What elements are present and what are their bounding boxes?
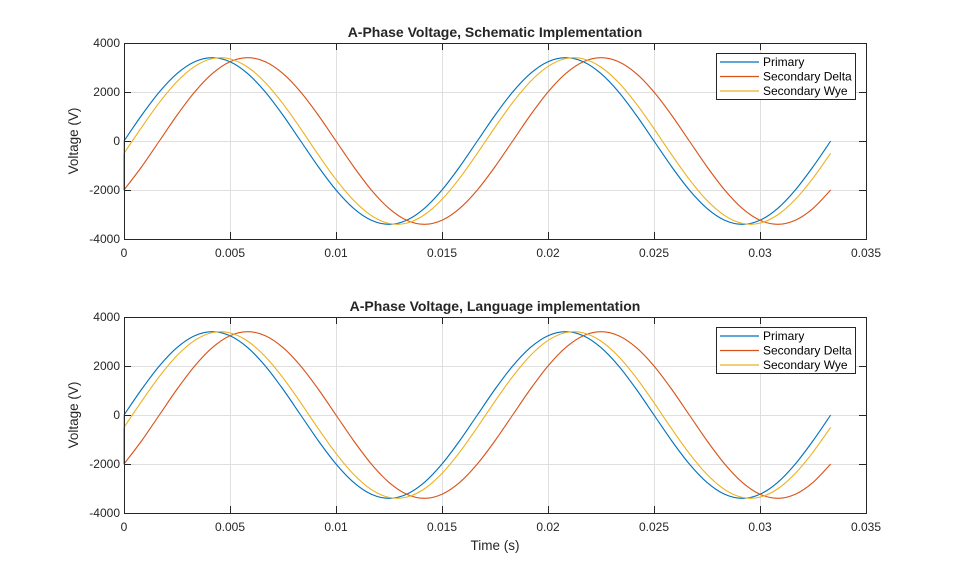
y-tick-label: -4000 (89, 232, 120, 246)
legend-label: Secondary Delta (763, 344, 852, 358)
y-tick-label: -2000 (89, 457, 120, 471)
x-tick-label: 0.015 (427, 520, 457, 534)
series-line-secondary-delta (123, 57, 832, 225)
chart-title: A-Phase Voltage, Language implementation (350, 298, 641, 314)
x-axis-label: Time (s) (471, 538, 520, 553)
legend-item[interactable]: Secondary Delta (720, 70, 852, 84)
series-line-secondary-wye (123, 331, 832, 499)
x-tick-label: 0.03 (748, 246, 772, 260)
legend-item[interactable]: Secondary Wye (720, 84, 848, 98)
x-tick-label: 0.035 (851, 520, 881, 534)
x-tick-label: 0.02 (536, 520, 560, 534)
x-tick-label: 0.005 (215, 520, 245, 534)
series-line-secondary-wye (123, 57, 832, 225)
y-tick-label: 2000 (93, 359, 120, 373)
legend-label: Secondary Delta (763, 70, 852, 84)
plot-lines (123, 57, 832, 225)
legend-label: Primary (763, 329, 804, 343)
x-tick-label: 0.035 (851, 246, 881, 260)
chart-title: A-Phase Voltage, Schematic Implementatio… (348, 24, 643, 40)
legend-item[interactable]: Primary (720, 329, 804, 343)
axes-language: A-Phase Voltage, Language implementation… (66, 298, 881, 553)
x-tick-label: 0.005 (215, 246, 245, 260)
y-axis-label: Voltage (V) (66, 108, 81, 175)
plot-lines (123, 331, 832, 499)
x-tick-label: 0.015 (427, 246, 457, 260)
y-tick-label: -4000 (89, 506, 120, 520)
x-tick-label: 0 (121, 520, 128, 534)
y-tick-labels: -4000 -2000 0 2000 4000 (89, 310, 120, 520)
legend-item[interactable]: Secondary Wye (720, 358, 848, 372)
x-tick-label: 0.01 (324, 520, 348, 534)
y-tick-labels: -4000 -2000 0 2000 4000 (89, 36, 120, 246)
x-tick-label: 0 (121, 246, 128, 260)
axes-schematic: A-Phase Voltage, Schematic Implementatio… (66, 24, 881, 260)
legend-item[interactable]: Primary (720, 55, 804, 69)
legend-label: Secondary Wye (763, 358, 848, 372)
x-tick-label: 0.025 (639, 246, 669, 260)
series-line-primary (123, 57, 832, 225)
series-line-primary (123, 331, 832, 499)
axes-frame (124, 317, 867, 514)
y-tick-label: 4000 (93, 36, 120, 50)
y-tick-label: 0 (113, 408, 120, 422)
axes-frame (124, 43, 867, 240)
y-axis-label: Voltage (V) (66, 382, 81, 449)
y-tick-label: -2000 (89, 183, 120, 197)
y-tick-label: 4000 (93, 310, 120, 324)
y-tick-label: 2000 (93, 85, 120, 99)
x-tick-label: 0.025 (639, 520, 669, 534)
x-tick-labels: 0 0.005 0.01 0.015 0.02 0.025 0.03 0.035 (121, 246, 882, 260)
x-tick-label: 0.01 (324, 246, 348, 260)
x-tick-label: 0.02 (536, 246, 560, 260)
legend-item[interactable]: Secondary Delta (720, 344, 852, 358)
legend-label: Primary (763, 55, 804, 69)
y-tick-label: 0 (113, 134, 120, 148)
x-tick-labels: 0 0.005 0.01 0.015 0.02 0.025 0.03 0.035 (121, 520, 882, 534)
legend-label: Secondary Wye (763, 84, 848, 98)
x-tick-label: 0.03 (748, 520, 772, 534)
series-line-secondary-delta (123, 331, 832, 499)
